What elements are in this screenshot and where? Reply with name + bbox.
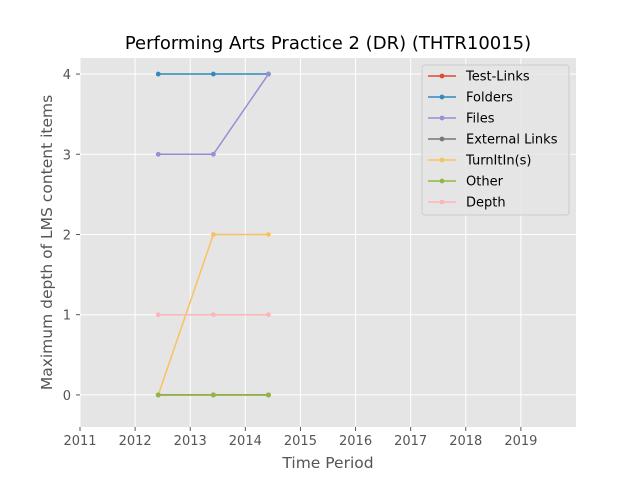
x-tick-label: 2016	[339, 434, 372, 449]
series-files	[155, 71, 271, 157]
legend-item: Test-Links	[428, 70, 530, 85]
x-tick-label: 2013	[174, 434, 207, 449]
x-tick-label: 2015	[284, 434, 317, 449]
series-turnitin-s-	[155, 232, 271, 398]
legend-marker	[439, 136, 445, 142]
legend-label: External Links	[466, 133, 558, 148]
legend-marker	[439, 73, 445, 79]
x-tick-label: 2014	[229, 434, 262, 449]
data-point	[210, 312, 216, 318]
y-tick-label: 2	[63, 228, 71, 243]
series-depth	[155, 312, 271, 318]
data-point	[266, 392, 271, 398]
data-point	[210, 151, 216, 157]
series-other	[155, 392, 271, 398]
legend-item: TurnItIn(s)	[428, 154, 531, 169]
data-point	[266, 312, 271, 318]
legend-item: Folders	[428, 91, 513, 106]
data-point	[155, 392, 161, 398]
legend: Test-Links Folders Files External Links Turn…	[421, 64, 570, 216]
legend-item: Other	[428, 175, 504, 190]
data-point	[266, 232, 271, 237]
x-tick-label: 2012	[119, 434, 152, 449]
legend-box	[421, 64, 570, 216]
x-tick-label: 2017	[394, 434, 427, 449]
chart-title: Performing Arts Practice 2 (DR) (THTR100…	[125, 33, 531, 54]
x-ticks: 2011 2012 2013 2014 2015 2016 2017 2018 2019	[63, 427, 537, 449]
y-tick-label: 3	[63, 148, 71, 163]
legend-label: Depth	[466, 196, 506, 211]
x-tick-label: 2011	[63, 434, 96, 449]
legend-label: Other	[466, 175, 504, 190]
y-axis-label: Maximum depth of LMS content items	[38, 95, 56, 390]
legend-marker	[439, 157, 445, 163]
data-point	[155, 151, 161, 157]
y-ticks: 0 1 2 3 4	[63, 68, 80, 404]
legend-label: Test-Links	[465, 70, 530, 85]
y-tick-label: 0	[63, 389, 71, 404]
x-tick-label: 2018	[449, 434, 482, 449]
series-layer	[155, 71, 271, 398]
y-tick-label: 1	[63, 309, 71, 324]
y-tick-label: 4	[63, 68, 71, 83]
legend-item: Files	[428, 112, 495, 127]
legend-marker	[439, 115, 445, 121]
legend-label: Folders	[466, 91, 513, 106]
data-point	[155, 71, 161, 77]
x-tick-label: 2019	[504, 434, 537, 449]
legend-marker	[439, 178, 445, 184]
legend-label: Files	[466, 112, 495, 127]
legend-marker	[439, 94, 445, 100]
data-point	[210, 232, 216, 237]
x-axis-label: Time Period	[281, 454, 373, 472]
data-point	[210, 392, 216, 398]
legend-item: Depth	[428, 196, 506, 211]
data-point	[210, 71, 216, 77]
legend-marker	[439, 199, 445, 205]
legend-label: TurnItIn(s)	[465, 154, 531, 169]
legend-item: External Links	[428, 133, 558, 148]
data-point	[155, 312, 161, 318]
data-point	[266, 71, 271, 77]
